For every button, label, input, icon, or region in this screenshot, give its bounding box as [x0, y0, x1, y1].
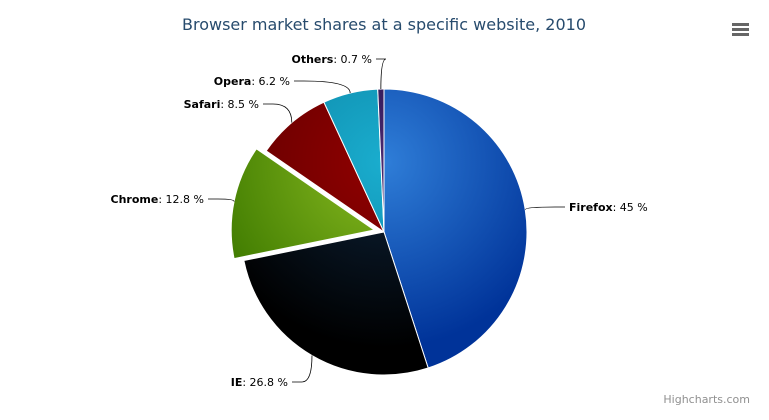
credits-link[interactable]: Highcharts.com — [663, 393, 750, 406]
chart-title: Browser market shares at a specific webs… — [182, 15, 586, 34]
connector-firefox — [524, 206, 565, 211]
data-label-ie: IE: 26.8 % — [231, 376, 288, 389]
connector-opera — [294, 80, 351, 94]
connector-others — [376, 58, 387, 90]
pie-slice-ie[interactable] — [243, 231, 429, 376]
data-label-safari: Safari: 8.5 % — [184, 98, 259, 111]
data-label-chrome: Chrome: 12.8 % — [111, 193, 204, 206]
hamburger-menu-icon — [732, 23, 749, 36]
export-menu-button[interactable] — [732, 23, 749, 36]
connector-chrome — [208, 198, 235, 202]
pie-slice-firefox[interactable] — [383, 88, 528, 369]
pie-slice-others[interactable] — [377, 88, 385, 233]
data-label-firefox: Firefox: 45 % — [569, 201, 648, 214]
data-label-others: Others: 0.7 % — [291, 53, 372, 66]
data-label-opera: Opera: 6.2 % — [214, 75, 290, 88]
connector-safari — [263, 103, 293, 123]
connector-ie — [292, 355, 313, 383]
